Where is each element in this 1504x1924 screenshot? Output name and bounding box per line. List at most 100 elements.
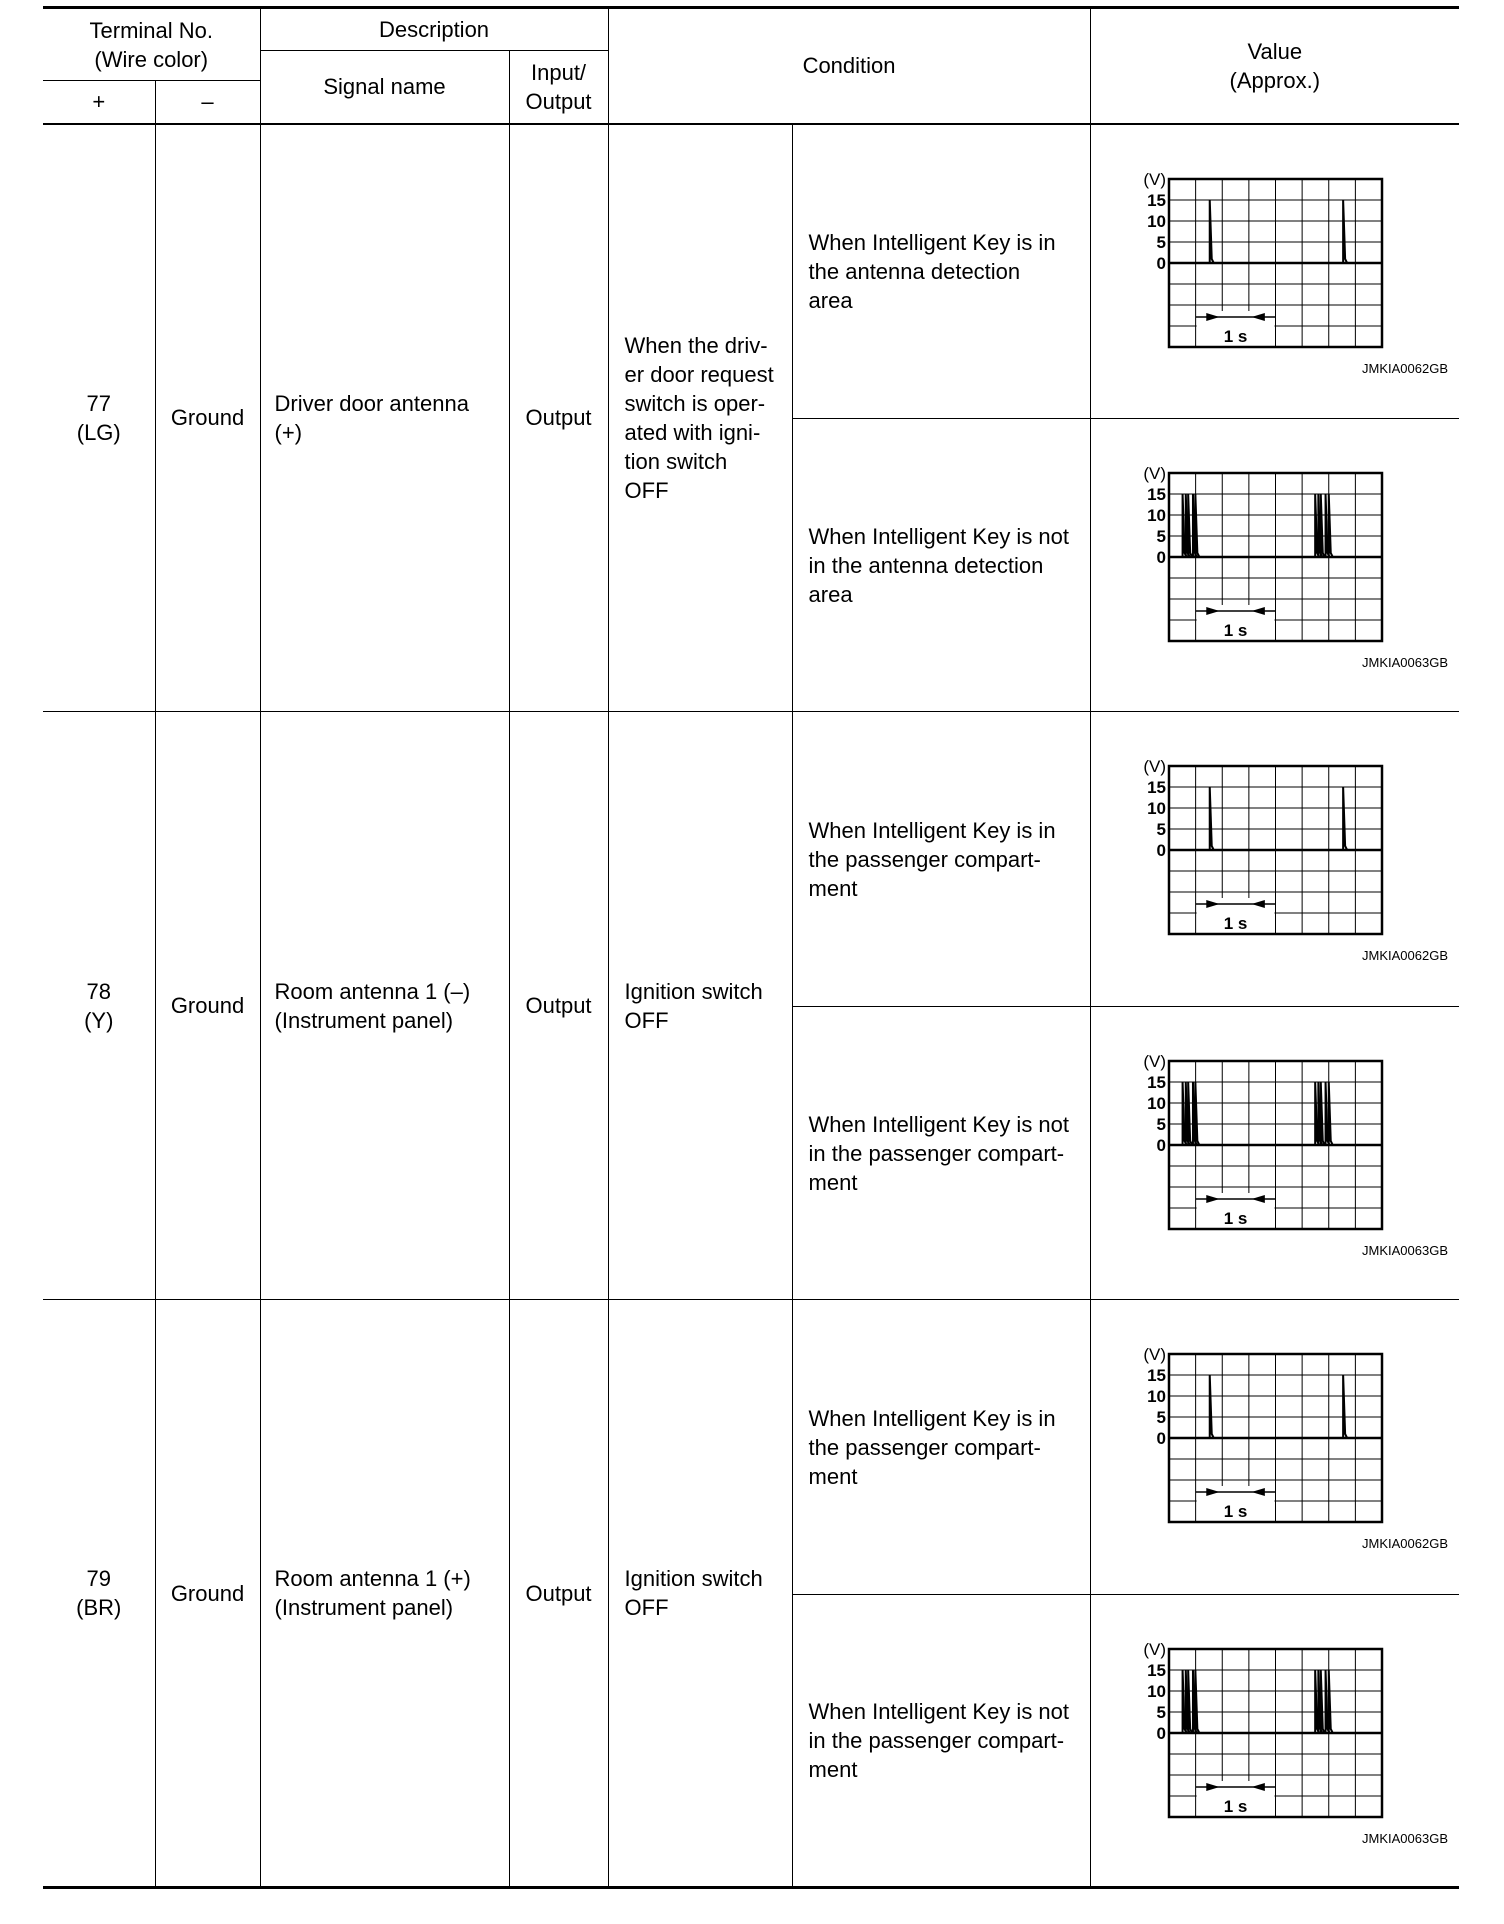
condition-detail: When Intelligent Key is in the antenna d… xyxy=(791,123,1091,419)
header-plus: + xyxy=(43,80,156,125)
waveform-pulse xyxy=(1341,786,1348,851)
y-tick-label: 5 xyxy=(1156,233,1165,252)
header-terminal-no: Terminal No. (Wire color) xyxy=(43,6,261,81)
waveform-pulse xyxy=(1319,1669,1326,1734)
y-tick-label: 5 xyxy=(1156,1408,1165,1427)
waveform-pulse xyxy=(1327,493,1334,558)
waveform-pulse xyxy=(1341,199,1348,263)
y-tick-label: 5 xyxy=(1156,820,1165,839)
arrow-left-icon xyxy=(1251,312,1265,321)
signal-name: Room antenna 1 (–) (Instrument panel) xyxy=(259,711,510,1300)
signal-name: Room antenna 1 (+) (Instrument panel) xyxy=(259,1299,510,1889)
terminal-plus: 78 (Y) xyxy=(43,711,156,1300)
condition-detail: When Intelligent Key is not in the passe… xyxy=(792,1006,1091,1300)
y-tick-label: 10 xyxy=(1147,799,1166,818)
table-row: 78 (Y) Ground Room antenna 1 (–) (Instrume… xyxy=(43,711,1460,1300)
table-row: When Intelligent Key is not in the passe… xyxy=(43,1594,1460,1889)
plot-frame xyxy=(1167,764,1383,936)
y-axis-unit: (V) xyxy=(1143,170,1166,189)
value-waveform: 1 s (V) 15 10 5 0 JMKIA0063GB xyxy=(1089,1594,1460,1889)
condition-detail: When Intelligent Key is not in the passe… xyxy=(792,1594,1091,1889)
value-waveform: 1 s (V) 15 10 5 0 JMKIA0062GB xyxy=(1089,123,1460,419)
arrow-left-icon xyxy=(1251,607,1265,615)
waveform-pulse xyxy=(1193,1669,1200,1734)
arrow-right-icon xyxy=(1205,607,1220,615)
time-label: 1 s xyxy=(1223,1502,1247,1521)
grid xyxy=(1168,178,1382,347)
time-label: 1 s xyxy=(1223,1209,1247,1228)
y-tick-label: 10 xyxy=(1147,506,1166,525)
arrow-right-icon xyxy=(1205,1195,1220,1203)
waveform-pulse xyxy=(1193,493,1200,558)
y-tick-label: 5 xyxy=(1156,1115,1165,1134)
figure-caption: JMKIA0063GB xyxy=(1362,1243,1448,1258)
arrow-left-icon xyxy=(1251,1783,1265,1791)
y-tick-label: 0 xyxy=(1156,548,1165,567)
y-tick-label: 10 xyxy=(1147,1682,1166,1701)
value-waveform: 1 s (V) 15 10 5 0 JMKIA0063GB xyxy=(1089,418,1460,712)
y-tick-label: 10 xyxy=(1147,1387,1166,1406)
waveform-pulse xyxy=(1327,1669,1334,1734)
table-row: 77 (LG) Ground Driver door antenna (+) Outp… xyxy=(43,123,1460,712)
condition-detail: When Intelligent Key is not in the anten… xyxy=(792,418,1091,712)
waveform-pulse xyxy=(1341,1374,1348,1439)
waveform-chart: 1 s (V) 15 10 5 0 JMKIA0062GB xyxy=(1143,757,1448,963)
header-minus: – xyxy=(154,80,261,125)
time-label: 1 s xyxy=(1223,621,1247,640)
y-tick-label: 15 xyxy=(1147,1073,1166,1092)
time-label: 1 s xyxy=(1223,914,1247,933)
figure-caption: JMKIA0062GB xyxy=(1362,361,1448,376)
y-tick-label: 5 xyxy=(1156,527,1165,546)
y-tick-label: 0 xyxy=(1156,1136,1165,1155)
terminal-table: Terminal No. (Wire color) Description Co… xyxy=(43,6,1460,1889)
y-tick-label: 10 xyxy=(1147,212,1166,231)
waveform-pulse xyxy=(1327,1081,1334,1146)
waveform-chart: 1 s (V) 15 10 5 0 JMKIA0062GB xyxy=(1143,1345,1448,1551)
grid xyxy=(1168,1061,1382,1229)
figure-caption: JMKIA0062GB xyxy=(1362,1536,1448,1551)
grid xyxy=(1168,473,1382,641)
arrow-right-icon xyxy=(1205,900,1220,908)
plot-frame xyxy=(1167,471,1383,643)
arrow-left-icon xyxy=(1251,900,1265,908)
arrow-right-icon xyxy=(1205,1783,1220,1791)
waveform-pulse xyxy=(1186,493,1193,558)
terminal-minus: Ground xyxy=(154,1299,261,1889)
y-tick-label: 15 xyxy=(1147,485,1166,504)
condition-main: Ignition switch OFF xyxy=(607,711,793,1300)
y-axis-unit: (V) xyxy=(1143,1640,1166,1659)
terminal-minus: Ground xyxy=(154,123,261,712)
waveform-chart: 1 s (V) 15 10 5 0 JMKIA0062GB xyxy=(1143,170,1448,376)
y-tick-label: 5 xyxy=(1156,1703,1165,1722)
waveform-pulse xyxy=(1319,493,1326,558)
y-tick-label: 0 xyxy=(1156,1429,1165,1448)
arrow-left-icon xyxy=(1251,1488,1265,1496)
y-tick-label: 0 xyxy=(1156,1724,1165,1743)
y-tick-label: 0 xyxy=(1156,254,1165,273)
waveform-pulse xyxy=(1208,786,1215,851)
grid xyxy=(1168,766,1382,934)
table-row: When Intelligent Key is not in the anten… xyxy=(43,418,1460,712)
condition-main: Ignition switch OFF xyxy=(607,1299,793,1889)
y-tick-label: 15 xyxy=(1147,778,1166,797)
condition-main: When the driv- er door request switch is… xyxy=(607,123,793,712)
waveform-pulse xyxy=(1208,199,1215,263)
waveform-chart: 1 s (V) 15 10 5 0 JMKIA0063GB xyxy=(1143,1052,1448,1258)
waveform-pulse xyxy=(1186,1669,1193,1734)
y-axis-unit: (V) xyxy=(1143,1345,1166,1364)
y-tick-label: 15 xyxy=(1147,1661,1166,1680)
waveform-chart: 1 s (V) 15 10 5 0 JMKIA0063GB xyxy=(1143,464,1448,670)
y-axis-unit: (V) xyxy=(1143,1052,1166,1071)
waveform-pulse xyxy=(1208,1374,1215,1439)
y-tick-label: 15 xyxy=(1147,1366,1166,1385)
plot-frame xyxy=(1167,177,1383,348)
y-axis-unit: (V) xyxy=(1143,464,1166,483)
value-waveform: 1 s (V) 15 10 5 0 JMKIA0063GB xyxy=(1089,1006,1460,1300)
figure-caption: JMKIA0062GB xyxy=(1362,948,1448,963)
signal-name: Driver door antenna (+) xyxy=(259,123,510,712)
terminal-plus: 79 (BR) xyxy=(43,1299,156,1889)
arrow-left-icon xyxy=(1251,1195,1265,1203)
condition-detail: When Intelligent Key is in the passenger… xyxy=(791,711,1091,1007)
waveform-pulse xyxy=(1193,1081,1200,1146)
condition-detail: When Intelligent Key is in the passenger… xyxy=(791,1299,1091,1595)
